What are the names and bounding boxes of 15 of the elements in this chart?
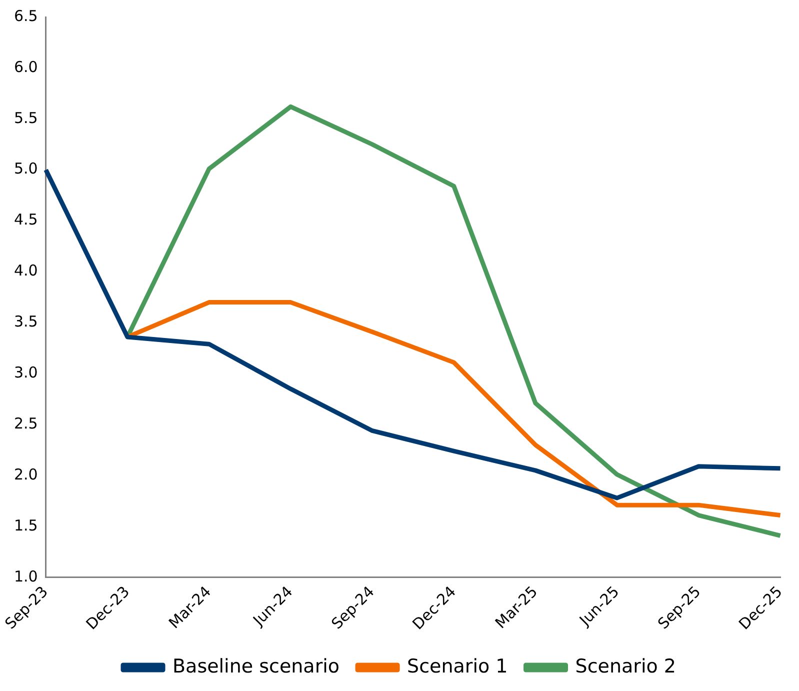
y-tick-label: 3.0 — [14, 364, 38, 382]
y-tick-label: 5.5 — [14, 108, 38, 127]
y-tick-label: 4.0 — [14, 262, 38, 280]
y-tick-label: 4.5 — [14, 210, 38, 229]
y-tick-label: 3.5 — [14, 312, 38, 331]
y-tick-label: 1.5 — [14, 516, 38, 534]
legend-label: Baseline scenario — [172, 655, 340, 678]
y-tick-label: 5.0 — [14, 160, 38, 178]
y-tick-label: 2.5 — [14, 414, 38, 432]
y-tick-label: 6.5 — [14, 6, 38, 25]
y-tick-label: 6.0 — [14, 58, 38, 76]
y-tick-label: 2.0 — [14, 465, 38, 484]
legend-label: Scenario 2 — [575, 655, 676, 678]
legend-label: Scenario 1 — [407, 655, 508, 678]
y-tick-label: 1.0 — [14, 567, 38, 586]
